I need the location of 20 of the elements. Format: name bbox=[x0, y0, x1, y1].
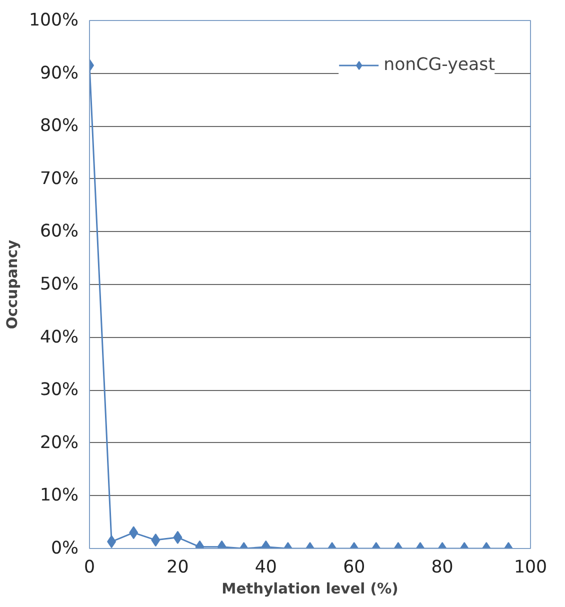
y-axis-title: Occupancy bbox=[4, 239, 21, 330]
y-tick-label: 80% bbox=[40, 116, 78, 136]
legend-label: nonCG-yeast bbox=[384, 55, 495, 75]
x-tick-label: 60 bbox=[343, 558, 366, 578]
x-tick-label: 100 bbox=[514, 558, 548, 578]
x-axis-title: Methylation level (%) bbox=[222, 580, 398, 598]
x-tick-label: 40 bbox=[254, 558, 277, 578]
y-tick-label: 10% bbox=[40, 486, 78, 506]
y-tick-label: 90% bbox=[40, 63, 78, 84]
y-tick-label: 50% bbox=[40, 274, 78, 294]
y-tick-label: 20% bbox=[40, 432, 78, 453]
y-tick-label: 0% bbox=[51, 538, 79, 558]
x-tick-label: 20 bbox=[166, 558, 189, 578]
y-tick-label: 100% bbox=[28, 10, 79, 30]
x-tick-label: 80 bbox=[431, 558, 454, 578]
x-tick-label: 0 bbox=[84, 558, 96, 578]
y-tick-label: 30% bbox=[40, 380, 78, 400]
y-tick-label: 40% bbox=[40, 327, 78, 348]
y-tick-label: 60% bbox=[40, 222, 78, 242]
y-tick-label: 70% bbox=[40, 168, 78, 189]
